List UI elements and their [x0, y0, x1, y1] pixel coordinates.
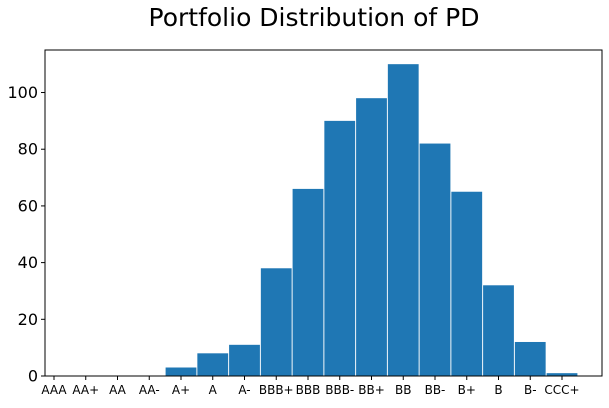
x-tick-label: BB	[395, 383, 411, 397]
bar-a-minus	[229, 344, 260, 376]
x-tick-label: BB+	[358, 383, 385, 397]
bar-b	[483, 285, 514, 376]
x-tick-label: AA	[109, 383, 127, 397]
x-tick-label: BBB+	[259, 383, 294, 397]
y-tick-label: 60	[18, 196, 38, 215]
bar-ccc-plus	[546, 373, 578, 376]
bar-bbb-minus	[324, 120, 356, 377]
y-tick-label: 40	[18, 253, 38, 272]
bar-bb	[387, 64, 419, 377]
x-tick-label: B+	[458, 383, 476, 397]
y-axis: 0 20 40 60 80 100	[7, 83, 45, 386]
y-tick-label: 20	[18, 310, 38, 329]
y-tick-label: 100	[7, 83, 38, 102]
x-tick-label: AA-	[139, 383, 160, 397]
y-tick-label: 0	[28, 367, 38, 386]
x-tick-label: CCC+	[544, 383, 579, 397]
bar-bb-minus	[419, 143, 451, 376]
bar-b-plus	[451, 191, 483, 376]
x-tick-label: B	[494, 383, 502, 397]
bar-bb-plus	[356, 98, 387, 376]
x-tick-label: AA+	[72, 383, 99, 397]
x-tick-label: BBB-	[325, 383, 354, 397]
x-tick-label: B-	[524, 383, 537, 397]
bars-group	[165, 64, 578, 377]
y-tick-label: 80	[18, 140, 38, 159]
plot-frame	[44, 49, 603, 377]
x-tick-label: BBB	[296, 383, 321, 397]
chart-title: Portfolio Distribution of PD	[149, 3, 480, 32]
bar-a	[197, 353, 229, 376]
bar-bbb	[292, 188, 324, 376]
bar-a-plus	[165, 367, 197, 376]
x-tick-label: A+	[172, 383, 190, 397]
x-axis: AAA AA+ AA AA- A+ A A- BBB+ BBB BBB- BB+ BB BB- B+ B B-…	[41, 376, 580, 397]
bar-bbb-plus	[260, 268, 292, 376]
x-tick-label: A	[209, 383, 218, 397]
x-tick-label: A-	[238, 383, 250, 397]
x-tick-label: BB-	[425, 383, 446, 397]
x-tick-label: AAA	[41, 383, 67, 397]
bar-b-minus	[514, 341, 546, 376]
